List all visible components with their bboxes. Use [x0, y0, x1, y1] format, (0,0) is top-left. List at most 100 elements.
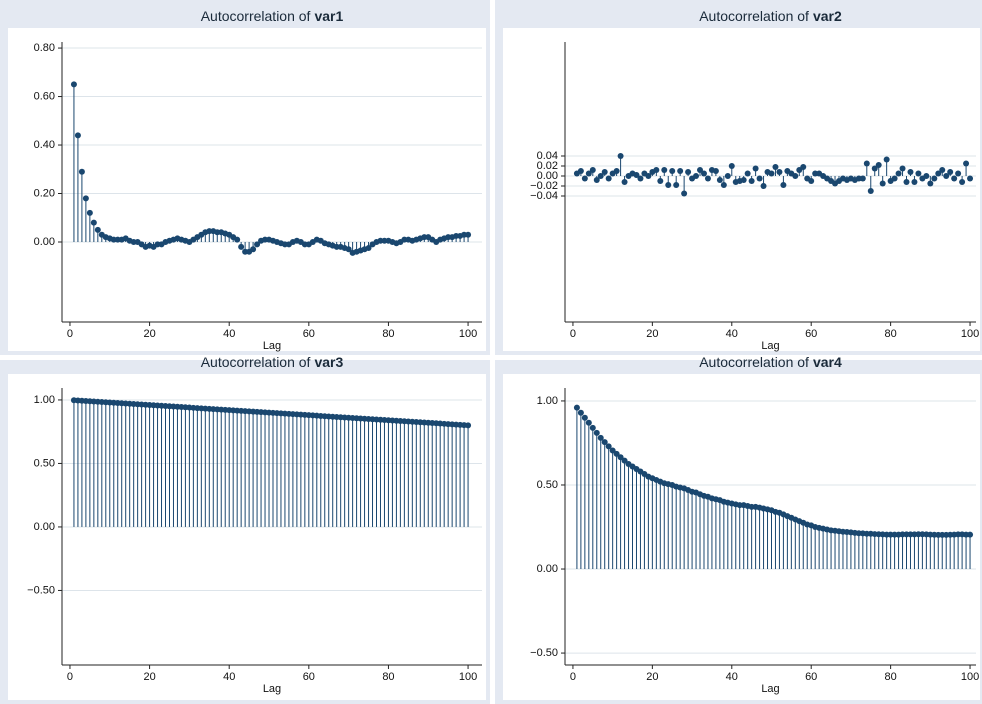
x-tick-label: 80 [884, 671, 896, 683]
stem-marker [951, 175, 958, 182]
title-variable: var2 [813, 8, 842, 24]
stem-marker [895, 170, 902, 177]
stem-marker [923, 173, 930, 179]
x-tick-label: 20 [646, 328, 658, 340]
title-variable: var3 [314, 354, 343, 370]
x-tick-label: 40 [223, 671, 235, 683]
x-tick-label: 40 [726, 328, 738, 340]
x-tick-label: 60 [303, 671, 315, 683]
y-tick-label: −0.02 [530, 180, 558, 192]
stem-marker [867, 188, 874, 194]
x-tick-label: 60 [303, 328, 315, 340]
stem-marker [601, 439, 608, 446]
stem-marker [86, 209, 93, 216]
y-tick-label: 0.00 [34, 236, 55, 248]
stem-marker [704, 175, 711, 182]
stem-marker [605, 175, 612, 182]
stem-marker [577, 409, 584, 416]
title-text: Autocorrelation of [201, 354, 311, 370]
stem-marker [744, 170, 751, 177]
x-tick-label: 100 [961, 328, 979, 340]
stem-marker [792, 173, 799, 179]
stem-marker [345, 246, 352, 253]
stem-marker [617, 153, 624, 159]
stem-marker [907, 169, 914, 175]
title-text: Autocorrelation of [699, 8, 809, 24]
y-tick-label: 0.40 [34, 139, 55, 151]
stem-marker [365, 245, 372, 252]
stem-marker [254, 241, 261, 248]
stem-marker [685, 169, 692, 175]
x-tick-label: 0 [67, 328, 73, 340]
stem-marker [967, 175, 974, 182]
stem-marker [573, 404, 580, 411]
stem-marker [724, 173, 731, 179]
stem-marker [863, 160, 870, 167]
stem-marker [768, 170, 775, 177]
stem-marker [728, 163, 735, 169]
y-tick-label: 0.60 [34, 90, 55, 102]
y-tick-label: 1.00 [34, 394, 55, 406]
title-variable: var4 [813, 354, 842, 370]
stem-marker [931, 175, 938, 182]
x-tick-label: 80 [382, 328, 394, 340]
stem-marker [943, 173, 950, 179]
stem-marker [581, 175, 588, 182]
stem-marker [585, 419, 592, 426]
stem-marker [693, 173, 700, 179]
stem-marker [669, 168, 676, 174]
panel: Autocorrelation of var1 0.00 0.20 0.40 0.60 0.… [0, 0, 490, 355]
stem-marker [637, 175, 644, 182]
x-tick-label: 60 [805, 671, 817, 683]
stem-marker [967, 531, 974, 538]
y-tick-label: −0.50 [27, 584, 55, 596]
x-axis-label: Lag [761, 683, 779, 695]
stem-marker [82, 195, 89, 202]
stem-marker [581, 414, 588, 421]
stem-marker [955, 170, 962, 177]
stem-marker [633, 172, 640, 178]
stem-marker [465, 422, 472, 429]
panel-title: Autocorrelation of var4 [699, 354, 842, 370]
stem-marker [740, 177, 747, 183]
stem-marker [613, 450, 620, 457]
stem-marker [959, 179, 966, 185]
x-tick-label: 0 [570, 671, 576, 683]
y-tick-label: 0.00 [537, 563, 558, 575]
stem-marker [234, 236, 241, 243]
stem-marker [760, 183, 767, 189]
stem-marker [875, 162, 882, 168]
y-tick-label: −0.04 [530, 190, 558, 202]
stem-marker [577, 168, 584, 174]
panel: Autocorrelation of var4 −0.50 0.00 0.50 1.00 0… [495, 354, 982, 704]
y-tick-label: 0.50 [34, 457, 55, 469]
stem-marker [597, 434, 604, 441]
stem-marker [911, 179, 918, 185]
stem-marker [963, 160, 970, 167]
stem-marker [589, 167, 596, 173]
panel: Autocorrelation of var2 −0.04−0.020.000.02… [495, 0, 982, 355]
stem-marker [915, 170, 922, 177]
title-text: Autocorrelation of [699, 354, 809, 370]
stem-marker [585, 170, 592, 177]
stem-marker [74, 132, 81, 139]
x-tick-label: 40 [726, 671, 738, 683]
stem-marker [90, 219, 97, 226]
stem-marker [697, 167, 704, 173]
stem-marker [748, 178, 755, 184]
stem-marker [871, 165, 878, 172]
stem-marker [617, 454, 624, 461]
stem-marker [665, 182, 672, 188]
stem-marker [716, 177, 723, 183]
stem-marker [609, 447, 616, 454]
stem-marker [756, 175, 763, 182]
stem-marker [776, 169, 783, 175]
stem-marker [891, 175, 898, 182]
stem-marker [681, 190, 688, 197]
stem-marker [645, 173, 652, 179]
stem-marker [712, 168, 719, 174]
stem-marker [613, 168, 620, 174]
stem-marker [465, 231, 472, 238]
